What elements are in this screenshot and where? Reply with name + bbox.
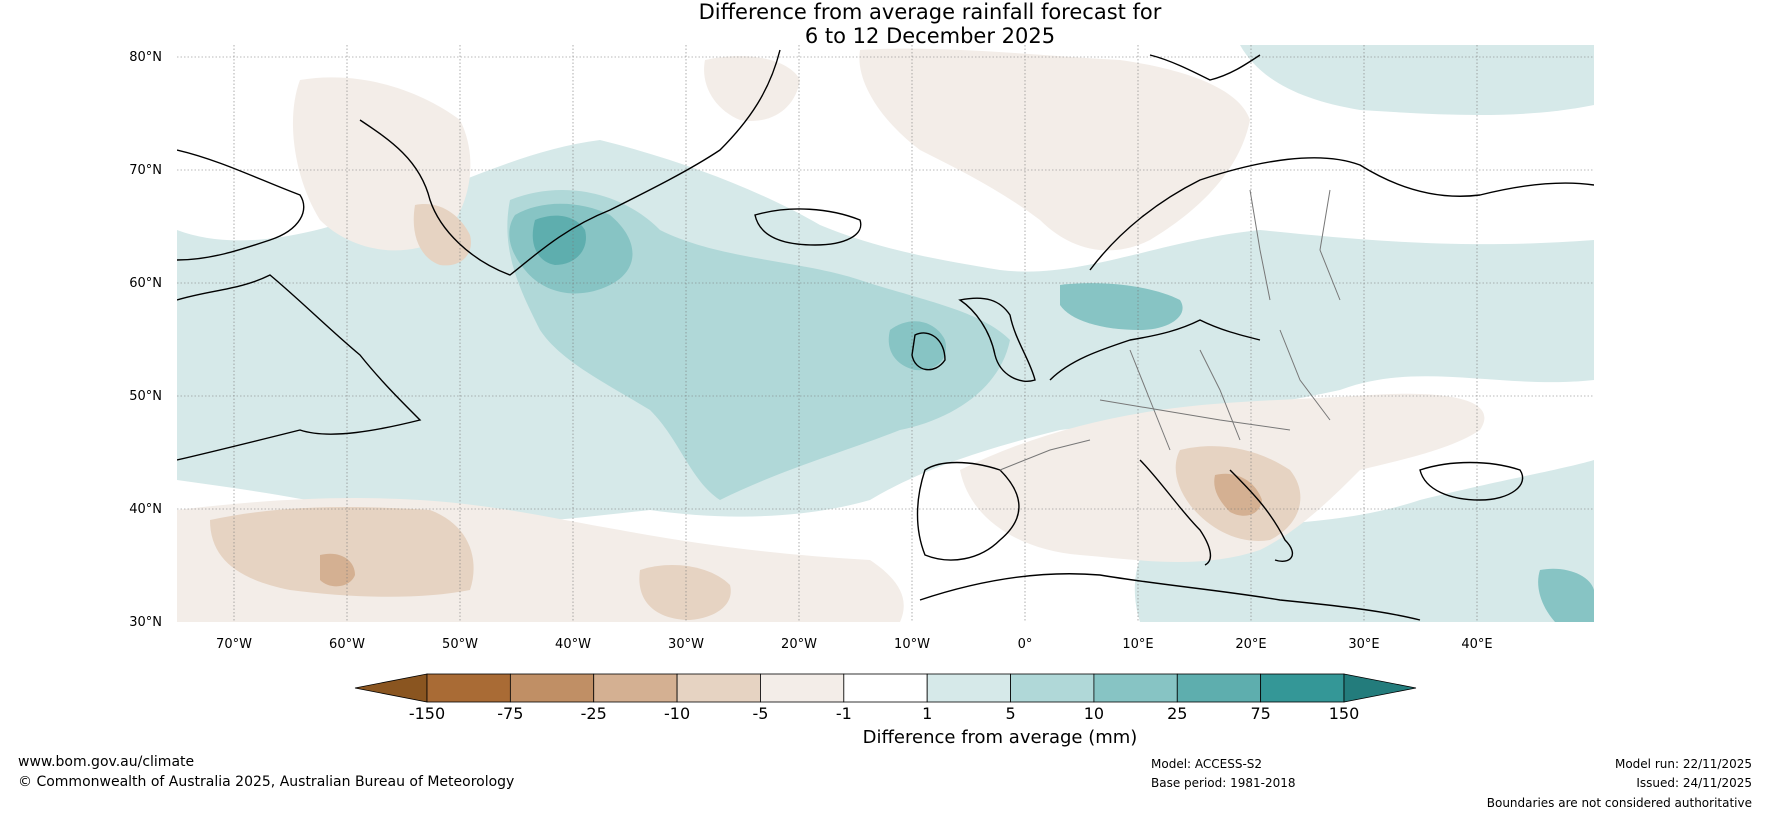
lon-label: 40°W [555,637,591,652]
colorbar-tick-label: -25 [581,704,607,723]
coastline-black-sea [1419,461,1524,501]
colorbar-tick-label: 25 [1167,704,1187,723]
lat-label: 30°N [129,615,162,630]
issued-text: Issued: 24/11/2025 [1636,776,1752,790]
colorbar-bin [509,673,595,703]
wet-anomaly-north-sea [1060,283,1183,330]
coastline-uk [958,297,1036,382]
colorbar-tick-label: -10 [664,704,690,723]
dry-anomaly-greenland-southwest [413,204,471,266]
coastline-north-africa [919,573,1421,621]
coastline-labrador [177,274,422,461]
colorbar-bin [1260,673,1345,703]
lat-label: 40°N [129,502,162,517]
coastline-europe-west [1049,319,1261,381]
latitude-labels: 80°N 70°N 60°N 50°N 40°N 30°N [129,50,162,630]
base-period-text: Base period: 1981-2018 [1151,776,1296,790]
lat-label: 50°N [129,389,162,404]
colorbar-tick-label: -1 [836,704,852,723]
lon-label: 10°E [1122,637,1153,652]
coastline-scandinavia [1089,157,1594,271]
lat-label: 60°N [129,276,162,291]
colorbar-bin [593,673,678,703]
dry-anomaly-subtropical-mid [210,507,474,597]
coastline-baffin [177,149,305,261]
coastline-iceland [754,208,862,246]
colorbar: -150 -75 -25 -10 -5 -1 1 5 10 25 75 150 [354,673,1417,723]
colorbar-bin [843,673,928,703]
lon-label: 30°E [1348,637,1379,652]
colorbar-title: Difference from average (mm) [862,727,1138,748]
dry-anomaly-azores [639,565,731,620]
colorbar-bin [926,673,1011,703]
colorbar-tick-label: 150 [1329,704,1360,723]
coastline-balkans-greece [1229,469,1294,562]
lat-label: 70°N [129,163,162,178]
model-run-text: Model run: 22/11/2025 [1614,757,1752,771]
colorbar-bin [426,673,511,703]
colorbar-tick-label: 10 [1084,704,1104,723]
colorbar-tick-label: 1 [922,704,932,723]
lon-label: 30°W [668,637,704,652]
dry-anomaly-balkans-core [1214,473,1262,516]
wet-anomaly-arctic [1240,45,1594,115]
lat-label: 80°N [129,50,162,65]
colorbar-bin [760,673,845,703]
title-line-1: Difference from average rainfall forecas… [698,0,1162,24]
colorbar-tick-label: 75 [1250,704,1270,723]
colorbar-extend-low [354,673,428,703]
lon-label: 60°W [329,637,365,652]
colorbar-bin [1010,673,1095,703]
lon-label: 20°W [781,637,817,652]
map-title: Difference from average rainfall forecas… [0,0,1770,48]
copyright-text: © Commonwealth of Australia 2025, Austra… [18,774,515,790]
lon-label: 10°W [894,637,930,652]
coastlines [177,49,1594,621]
title-line-2: 6 to 12 December 2025 [804,24,1056,48]
colorbar-bin [676,673,761,703]
gridlines [177,45,1594,622]
coastline-svalbard [1149,54,1261,81]
lon-label: 50°W [442,637,478,652]
lon-label: 40°E [1461,637,1492,652]
colorbar-extend-high [1343,673,1417,703]
dry-anomaly-east-greenland [704,56,800,121]
colorbar-bin [1093,673,1178,703]
colorbar-tick-label: 5 [1005,704,1015,723]
country-boundaries [999,189,1341,471]
wet-anomaly-medium-atlantic [507,190,1010,500]
colorbar-tick-label: -5 [752,704,768,723]
longitude-labels: 70°W 60°W 50°W 40°W 30°W 20°W 10°W 0° 10… [216,637,1493,652]
coastline-iberia [916,461,1020,561]
anomaly-shading [177,45,1594,622]
wet-anomaly-ireland [888,321,946,371]
wet-anomaly-levant [1538,568,1594,622]
disclaimer-text: Boundaries are not considered authoritat… [1486,796,1752,810]
colorbar-tick-label: -150 [409,704,445,723]
map-plot-area [177,45,1594,622]
website-link[interactable]: www.bom.gov.au/climate [18,754,195,770]
coastline-greenland-west [359,49,781,276]
colorbar-bin [1176,673,1262,703]
lon-label: 0° [1018,637,1033,652]
coastline-ireland [911,332,946,371]
dry-anomaly-norwegian-sea [859,48,1250,251]
lon-label: 20°E [1235,637,1266,652]
coastline-italy [1139,459,1212,566]
lon-label: 70°W [216,637,252,652]
colorbar-tick-label: -75 [497,704,523,723]
dry-anomaly-subtropical-core [320,553,355,587]
model-text: Model: ACCESS-S2 [1151,757,1263,771]
